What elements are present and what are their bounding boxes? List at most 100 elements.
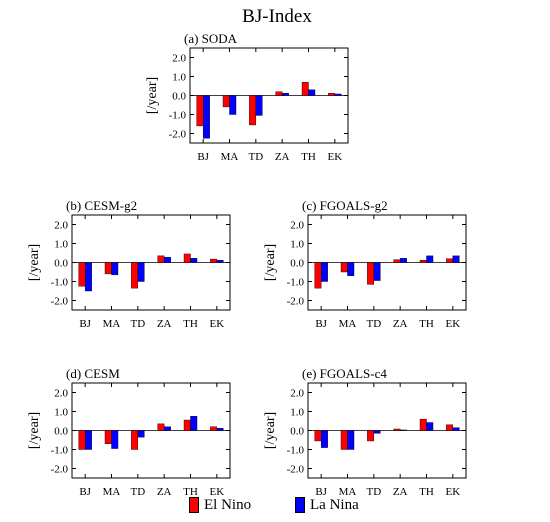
bar-la-nina-ma [347, 262, 355, 277]
x-tick-label: TD [248, 151, 263, 163]
bar-el-nino-ek [446, 258, 454, 263]
legend-label-la-nina: La Nina [310, 497, 359, 513]
x-tick-label: TH [419, 486, 434, 495]
bar-la-nina-za [281, 93, 289, 96]
bar-la-nina-ek [452, 427, 460, 431]
panel-4: (d) CESM 2.0 1.0 0.0 -1.0 -2.0 [/year] BJ MA TD ZA… [27, 366, 231, 495]
bar-la-nina-ek [216, 260, 224, 263]
bar-el-nino-ek [210, 258, 218, 263]
bar-el-nino-ek [446, 424, 454, 431]
bar-el-nino-za [157, 255, 165, 263]
x-tick-label: TD [366, 318, 381, 330]
bar-la-nina-td [373, 430, 381, 434]
bar-el-nino-th [419, 260, 427, 263]
bar-el-nino-td [131, 262, 139, 289]
x-tick-label: MA [103, 318, 121, 330]
bar-la-nina-za [163, 426, 171, 431]
y-axis-label: [/year] [145, 77, 160, 114]
bar-la-nina-th [190, 416, 198, 431]
y-tick-label: 1.0 [290, 407, 304, 419]
legend-swatch-el-nino [189, 497, 199, 513]
panel-title: (c) FGOALS-g2 [302, 198, 388, 213]
bar-la-nina-td [137, 430, 145, 438]
bar-el-nino-td [367, 430, 375, 442]
y-axis-label: [/year] [263, 412, 278, 449]
x-tick-label: MA [221, 151, 239, 163]
bar-el-nino-bj [196, 95, 204, 127]
bar-el-nino-th [183, 253, 191, 263]
bar-el-nino-td [367, 262, 375, 285]
panel-3: (c) FGOALS-g2 2.0 1.0 0.0 -1.0 -2.0 [/year] BJ M… [263, 198, 467, 330]
y-tick-label: -1.0 [287, 277, 305, 289]
bar-el-nino-ma [104, 262, 112, 275]
x-tick-label: EK [445, 486, 460, 495]
bar-la-nina-td [373, 262, 381, 281]
y-axis-label: [/year] [27, 244, 42, 281]
legend-item-la-nina: La Nina [295, 496, 359, 514]
legend: El Nino La Nina [0, 496, 550, 520]
y-tick-label: 0.0 [54, 426, 68, 438]
bar-la-nina-za [163, 256, 171, 263]
bar-el-nino-td [249, 95, 257, 126]
y-tick-label: 2.0 [54, 388, 68, 400]
bar-la-nina-ma [111, 430, 119, 449]
panel-title: (a) SODA [184, 31, 238, 46]
x-tick-label: EK [445, 318, 460, 330]
bj-index-figure: BJ-Index (a) SODA 2.0 1.0 0.0 -1.0 -2.0 [/year… [27, 6, 467, 495]
x-tick-label: TH [183, 486, 198, 495]
bar-el-nino-th [419, 418, 427, 431]
bar-la-nina-ma [229, 95, 237, 115]
bar-la-nina-bj [84, 262, 92, 292]
bar-el-nino-ma [340, 430, 348, 450]
bar-la-nina-ek [216, 428, 224, 431]
x-tick-label: TD [130, 486, 145, 495]
bar-el-nino-bj [78, 430, 86, 450]
x-tick-label: TH [301, 151, 316, 163]
y-tick-label: 2.0 [172, 53, 186, 65]
y-tick-label: 1.0 [54, 239, 68, 251]
panel-title: (e) FGOALS-c4 [302, 366, 387, 381]
bar-el-nino-th [183, 419, 191, 431]
bar-el-nino-za [275, 91, 283, 96]
bar-el-nino-za [393, 259, 401, 263]
y-tick-label: -2.0 [51, 464, 69, 476]
y-axis-label: [/year] [263, 244, 278, 281]
y-axis-label: [/year] [27, 412, 42, 449]
bar-el-nino-za [393, 428, 401, 431]
x-tick-label: ZA [393, 486, 408, 495]
y-tick-label: 1.0 [54, 407, 68, 419]
x-tick-label: TD [366, 486, 381, 495]
y-tick-label: -2.0 [287, 464, 305, 476]
x-tick-label: BJ [79, 486, 91, 495]
x-tick-label: EK [209, 318, 224, 330]
y-tick-label: -2.0 [287, 296, 305, 308]
panel-5: (e) FGOALS-c4 2.0 1.0 0.0 -1.0 -2.0 [/year] BJ M… [263, 366, 467, 495]
bar-la-nina-bj [320, 262, 328, 282]
legend-label-el-nino: El Nino [204, 497, 252, 513]
x-tick-label: TH [183, 318, 198, 330]
y-tick-label: 1.0 [290, 239, 304, 251]
x-tick-label: BJ [79, 318, 91, 330]
bar-el-nino-ma [104, 430, 112, 445]
x-tick-label: BJ [315, 486, 327, 495]
y-tick-label: -1.0 [169, 110, 187, 122]
panel-1: (a) SODA 2.0 1.0 0.0 -1.0 -2.0 [/year] BJ MA TD ZA… [145, 31, 349, 163]
x-tick-label: ZA [393, 318, 408, 330]
y-tick-label: -1.0 [287, 445, 305, 457]
legend-item-el-nino: El Nino [189, 496, 251, 514]
y-tick-label: -1.0 [51, 277, 69, 289]
bar-la-nina-ek [452, 255, 460, 263]
y-tick-label: 2.0 [290, 388, 304, 400]
x-tick-label: BJ [315, 318, 327, 330]
bar-la-nina-td [255, 95, 263, 116]
bar-la-nina-bj [84, 430, 92, 450]
bar-la-nina-th [426, 255, 434, 263]
bar-la-nina-th [426, 422, 434, 431]
bar-la-nina-bj [202, 95, 210, 139]
y-tick-label: 1.0 [172, 72, 186, 84]
bar-el-nino-ma [340, 262, 348, 273]
y-tick-label: -2.0 [51, 296, 69, 308]
y-tick-label: 2.0 [290, 220, 304, 232]
y-tick-label: 0.0 [172, 91, 186, 103]
bar-el-nino-bj [314, 430, 322, 442]
